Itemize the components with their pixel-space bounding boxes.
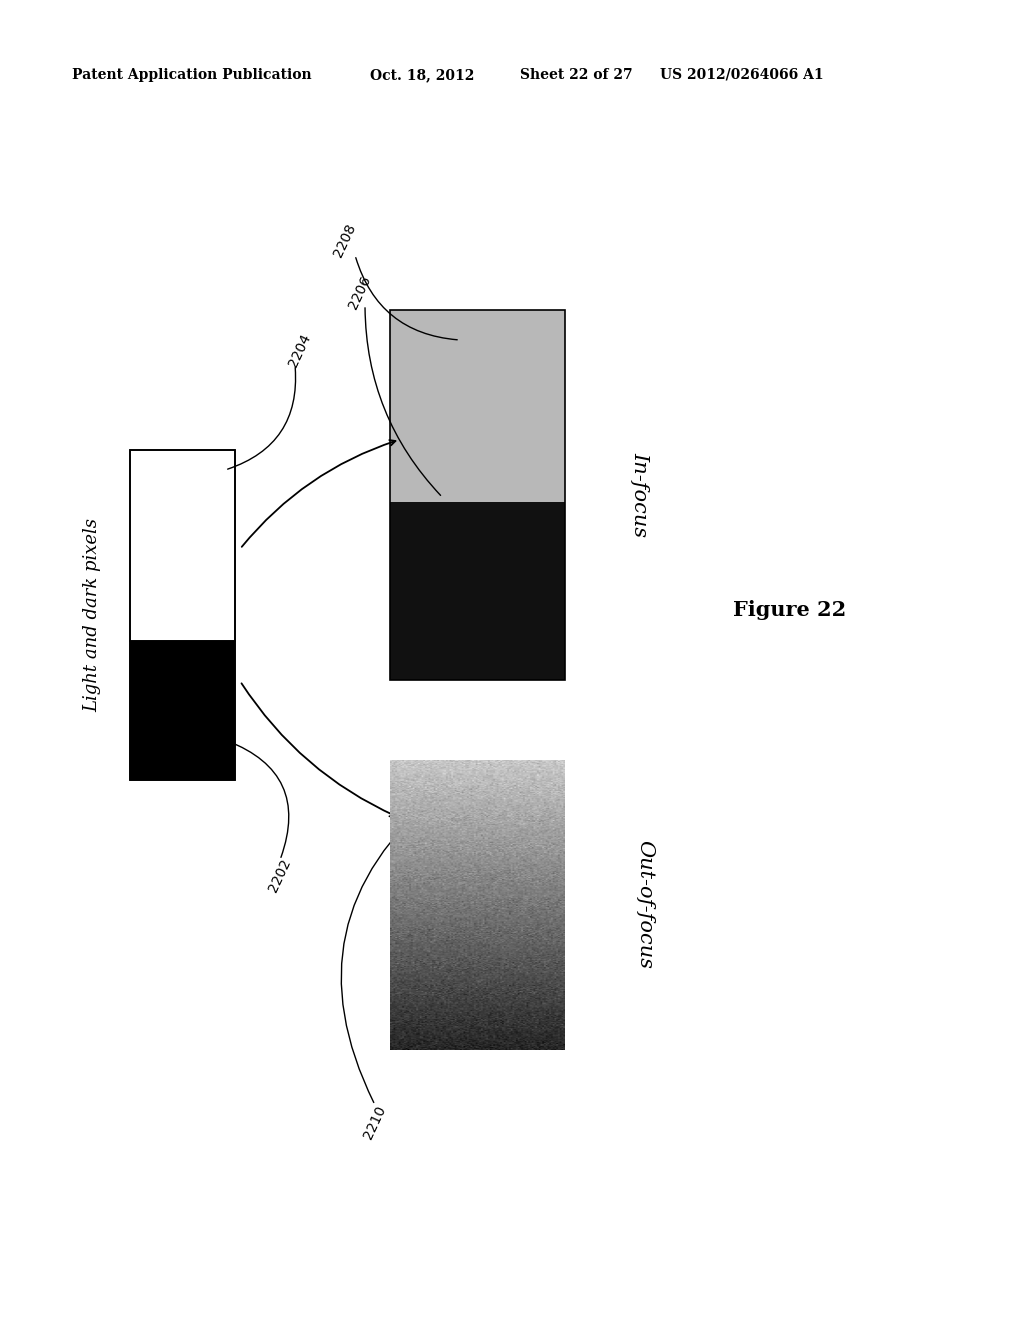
Text: Oct. 18, 2012: Oct. 18, 2012 — [370, 69, 474, 82]
Text: Figure 22: Figure 22 — [733, 601, 847, 620]
Text: Light and dark pixels: Light and dark pixels — [83, 517, 101, 711]
Text: 2210: 2210 — [361, 1104, 389, 1140]
Text: Patent Application Publication: Patent Application Publication — [72, 69, 311, 82]
Text: Sheet 22 of 27: Sheet 22 of 27 — [520, 69, 633, 82]
Text: 2208: 2208 — [331, 222, 358, 259]
Text: 2206: 2206 — [346, 273, 374, 312]
Bar — [390, 310, 565, 503]
Bar — [130, 642, 234, 780]
Text: US 2012/0264066 A1: US 2012/0264066 A1 — [660, 69, 823, 82]
Text: 2204: 2204 — [287, 331, 313, 368]
Text: Out-of-focus: Out-of-focus — [636, 841, 654, 969]
Bar — [390, 503, 565, 680]
Bar — [130, 450, 234, 642]
Text: In-focus: In-focus — [631, 453, 649, 537]
Text: 2202: 2202 — [266, 857, 294, 894]
Bar — [130, 450, 234, 780]
Bar — [390, 310, 565, 680]
